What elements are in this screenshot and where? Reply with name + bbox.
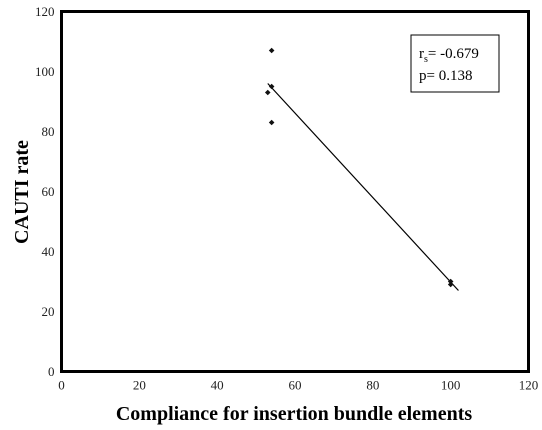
x-tick-label: 0	[58, 378, 65, 393]
y-tick-label: 100	[35, 64, 55, 79]
stats-box-border	[410, 34, 500, 93]
y-tick-label: 20	[42, 304, 55, 319]
y-tick-label: 40	[42, 244, 55, 259]
x-tick-label: 100	[441, 378, 461, 393]
data-point	[268, 119, 275, 126]
data-point	[268, 47, 275, 54]
x-axis-ticks: 0 20 40 60 80 100 120	[58, 378, 538, 393]
spearman-rs-label: rs= -0.679	[419, 46, 479, 65]
rs-prefix: r	[419, 46, 424, 62]
x-tick-label: 20	[133, 378, 146, 393]
x-tick-label: 40	[211, 378, 224, 393]
p-value-label: p= 0.138	[419, 68, 472, 84]
data-point	[447, 278, 454, 285]
x-tick-label: 60	[289, 378, 302, 393]
y-tick-label: 120	[35, 4, 55, 19]
y-axis-ticks: 0 20 40 60 80 100 120	[35, 4, 55, 379]
data-point	[447, 281, 454, 288]
x-tick-label: 80	[366, 378, 379, 393]
data-points	[264, 47, 454, 288]
y-tick-label: 80	[42, 124, 55, 139]
rs-subscript: s	[424, 54, 428, 65]
trend-line	[267, 83, 459, 291]
x-axis-title: Compliance for insertion bundle elements	[116, 403, 473, 425]
y-tick-label: 60	[42, 184, 55, 199]
stats-box: rs= -0.679 p= 0.138	[410, 34, 500, 93]
data-point	[268, 83, 275, 90]
x-tick-label: 120	[519, 378, 539, 393]
rs-value: = -0.679	[428, 46, 479, 62]
y-axis-title: CAUTI rate	[11, 140, 33, 244]
y-tick-label: 0	[48, 364, 55, 379]
data-point	[264, 89, 271, 96]
